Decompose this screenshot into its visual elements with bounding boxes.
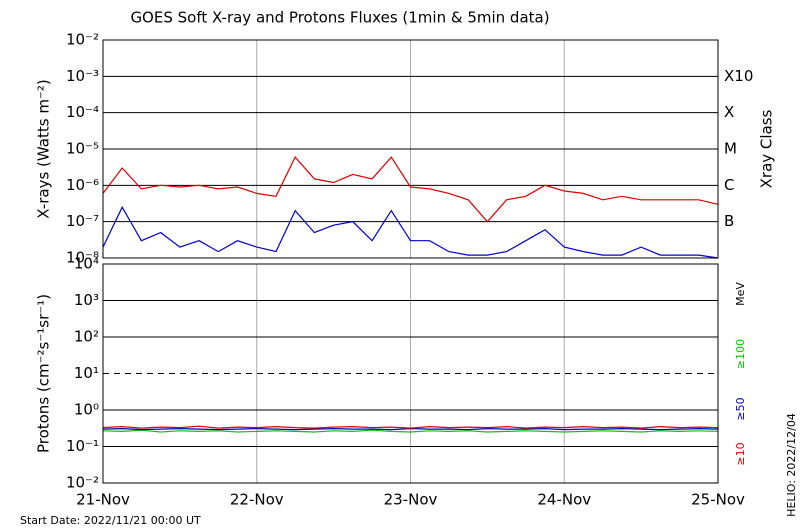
y-tick-label: 10² [74,328,99,346]
y-tick-label: 10⁻⁷ [66,212,99,230]
y-tick-label: 10⁻¹ [66,437,99,455]
y-axis-label: X-rays (Watts m⁻²) [35,79,53,218]
y-tick-label: 10⁰ [74,401,99,419]
y-tick-label: 10⁻³ [66,67,99,85]
y-tick-label: 10⁴ [74,255,99,273]
y-axis-label: Protons (cm⁻²s⁻¹sr⁻¹) [35,294,53,453]
start-date: Start Date: 2022/11/21 00:00 UT [20,514,201,527]
series-line [102,425,719,429]
legend-entry: ≥100 [734,339,747,369]
class-label: X [724,103,734,121]
legend-entry: ≥10 [734,442,747,465]
y-tick-label: 10⁻⁴ [66,103,99,121]
y-tick-label: 10⁻² [66,474,99,492]
series-line [102,156,719,223]
class-label: X10 [724,67,753,85]
class-label: M [724,140,737,158]
x-tick-label: 23-Nov [384,491,438,509]
series-line [102,429,719,433]
x-tick-label: 24-Nov [537,491,591,509]
legend-title: MeV [734,282,747,306]
y-tick-label: 10¹ [74,364,99,382]
y-tick-label: 10³ [74,291,99,309]
x-tick-label: 25-Nov [691,491,745,509]
y-tick-label: 10⁻⁵ [66,140,99,158]
plot-frame [102,263,719,484]
x-tick-label: 21-Nov [76,491,130,509]
class-label: C [724,176,734,194]
plot-frame [102,39,719,259]
chart-title: GOES Soft X-ray and Protons Fluxes (1min… [130,9,549,27]
y2-axis-label: Xray Class [758,109,776,188]
y-tick-label: 10⁻⁸ [66,249,99,267]
y-tick-label: 10⁻² [66,31,99,49]
series-line [102,205,719,259]
legend-entry: ≥50 [734,397,747,420]
x-tick-label: 22-Nov [230,491,284,509]
helio-date: HELIO: 2022/12/04 [785,413,798,517]
class-label: B [724,212,734,230]
y-tick-label: 10⁻⁶ [66,176,99,194]
